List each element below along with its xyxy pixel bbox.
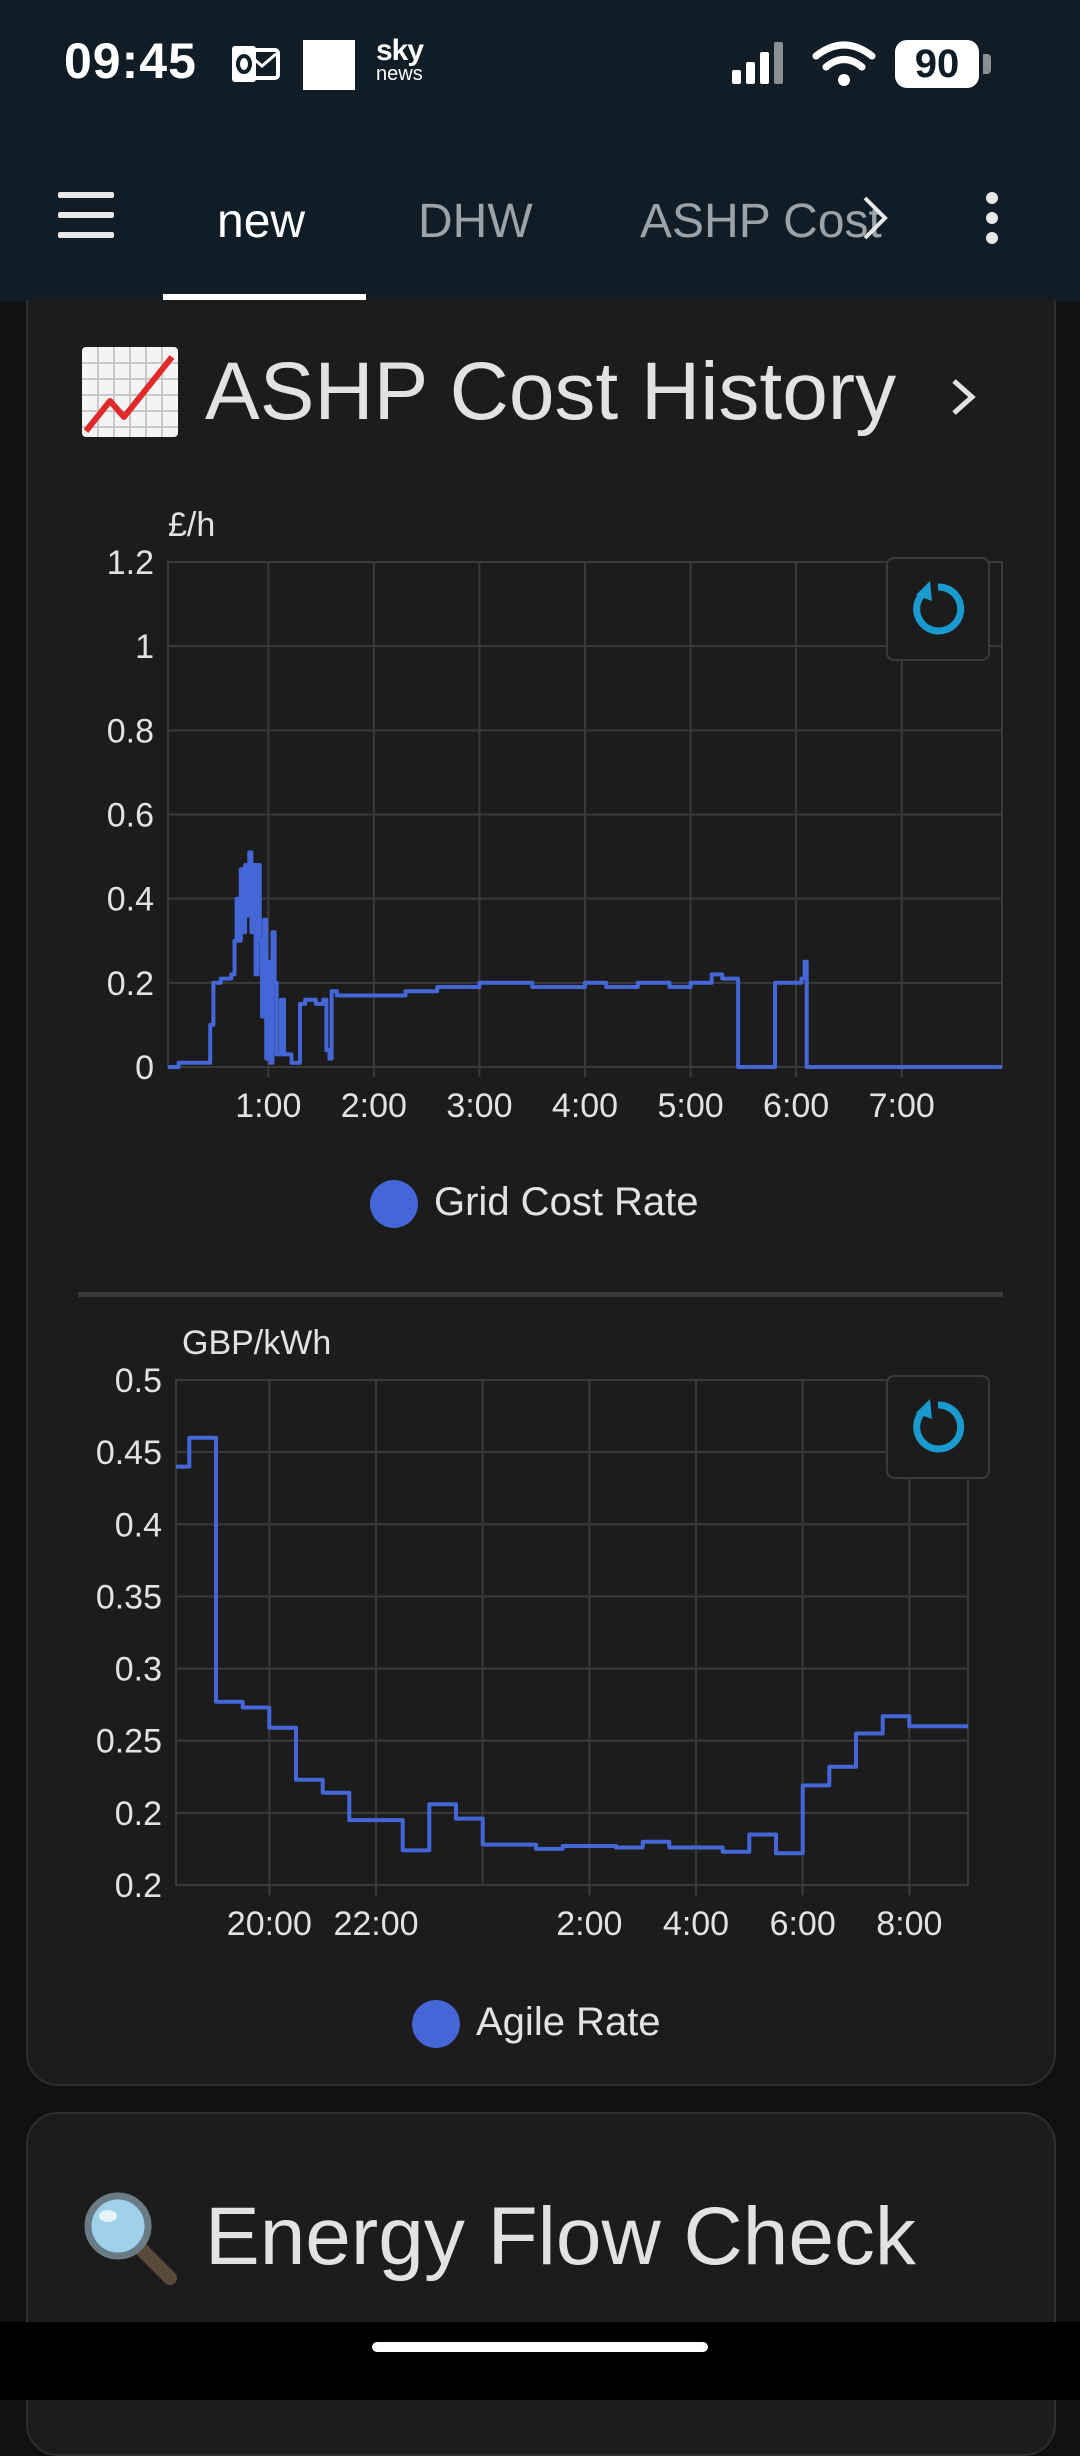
tab-ashp-cost[interactable]: ASHP Cost — [640, 195, 882, 248]
legend-dot-grid-cost-rate[interactable] — [370, 1180, 418, 1228]
y-tick-label: 0.25 — [96, 1723, 162, 1761]
y-axis-label: £/h — [168, 506, 215, 544]
card-title-energy-flow[interactable]: Energy Flow Check — [205, 2191, 916, 2282]
y-tick-label: 0.45 — [96, 1434, 162, 1472]
x-tick-label: 4:00 — [552, 1087, 618, 1125]
y-tick-label: 0.6 — [107, 797, 154, 835]
app-header: new DHW ASHP Cost — [0, 130, 1080, 302]
tab-dhw[interactable]: DHW — [418, 195, 533, 248]
plot-area — [175, 1379, 969, 1886]
series-line — [176, 1435, 968, 1856]
y-tick-label: 0 — [135, 1049, 154, 1087]
y-tick-label: 0.35 — [96, 1578, 162, 1616]
refresh-button[interactable] — [886, 1375, 990, 1479]
vertical-dots-icon[interactable] — [982, 188, 1002, 248]
legend-label-agile-rate[interactable]: Agile Rate — [476, 2000, 661, 2044]
refresh-button[interactable] — [886, 557, 990, 661]
chart-increasing-icon — [82, 347, 178, 437]
legend-dot-agile-rate[interactable] — [412, 2000, 460, 2048]
x-tick-label: 22:00 — [333, 1905, 418, 1943]
x-tick-label: 6:00 — [763, 1087, 829, 1125]
news-logo-text: news — [376, 63, 423, 85]
x-tick-label: 3:00 — [446, 1087, 512, 1125]
x-tick-label: 7:00 — [869, 1087, 935, 1125]
active-tab-indicator — [163, 294, 366, 302]
card-title-cost-history[interactable]: ASHP Cost History — [205, 346, 897, 437]
refresh-icon — [913, 1399, 965, 1453]
y-tick-label: 1 — [135, 628, 154, 666]
x-tick-label: 20:00 — [227, 1905, 312, 1943]
x-tick-label: 6:00 — [770, 1905, 836, 1943]
sky-news-logo: sky news — [376, 34, 424, 85]
y-tick-label: 0.5 — [115, 1362, 162, 1400]
refresh-icon — [913, 581, 965, 635]
energy-flow-card — [26, 2112, 1056, 2456]
y-tick-label: 1.2 — [107, 544, 154, 582]
magnifying-glass-icon — [84, 2192, 177, 2285]
legend-label-grid-cost-rate[interactable]: Grid Cost Rate — [434, 1180, 699, 1224]
chevron-right-icon[interactable] — [948, 375, 978, 419]
y-tick-label: 0.2 — [115, 1867, 162, 1905]
chart-divider — [78, 1292, 1003, 1297]
battery-tip — [983, 54, 991, 74]
status-time: 09:45 — [64, 33, 197, 89]
y-tick-label: 0.2 — [115, 1795, 162, 1833]
outlook-icon — [232, 46, 280, 82]
sky-logo-text: sky — [376, 34, 424, 67]
y-tick-label: 0.8 — [107, 712, 154, 750]
x-tick-label: 1:00 — [235, 1087, 301, 1125]
wifi-icon — [812, 41, 876, 86]
battery-level: 90 — [914, 42, 960, 86]
chevron-right-icon[interactable] — [855, 188, 895, 248]
battery-icon: 90 — [895, 40, 993, 88]
cost-history-card — [26, 300, 1056, 2086]
y-tick-label: 0.3 — [115, 1651, 162, 1689]
tab-new[interactable]: new — [217, 195, 306, 248]
battery-body — [895, 40, 979, 88]
y-tick-label: 0.4 — [107, 881, 154, 919]
hamburger-menu-icon[interactable] — [56, 192, 116, 238]
x-tick-label: 2:00 — [341, 1087, 407, 1125]
x-tick-label: 4:00 — [663, 1905, 729, 1943]
navigation-bar — [0, 2322, 1080, 2400]
agile-rate-chart: 0.5 0.45 0.4 0.35 0.3 0.25 0.2 0.2 20:00 22:00 2:0… — [96, 1324, 969, 1943]
notification-square-icon — [303, 40, 355, 90]
grid-cost-rate-chart: 1.2 1 0.8 0.6 0.4 0.2 0 1:00 2:00 3:00 4:00 5:00 6:0… — [107, 506, 1003, 1125]
y-axis-label: GBP/kWh — [182, 1324, 331, 1362]
home-indicator[interactable] — [372, 2342, 708, 2352]
y-tick-label: 0.2 — [107, 965, 154, 1003]
signal-icon — [732, 42, 783, 84]
x-tick-label: 2:00 — [556, 1905, 622, 1943]
series-line — [168, 850, 1002, 1069]
x-tick-label: 8:00 — [876, 1905, 942, 1943]
y-tick-label: 0.4 — [115, 1506, 162, 1544]
x-tick-label: 5:00 — [657, 1087, 723, 1125]
status-bar: 09:45 sky news 90 — [0, 0, 1080, 130]
